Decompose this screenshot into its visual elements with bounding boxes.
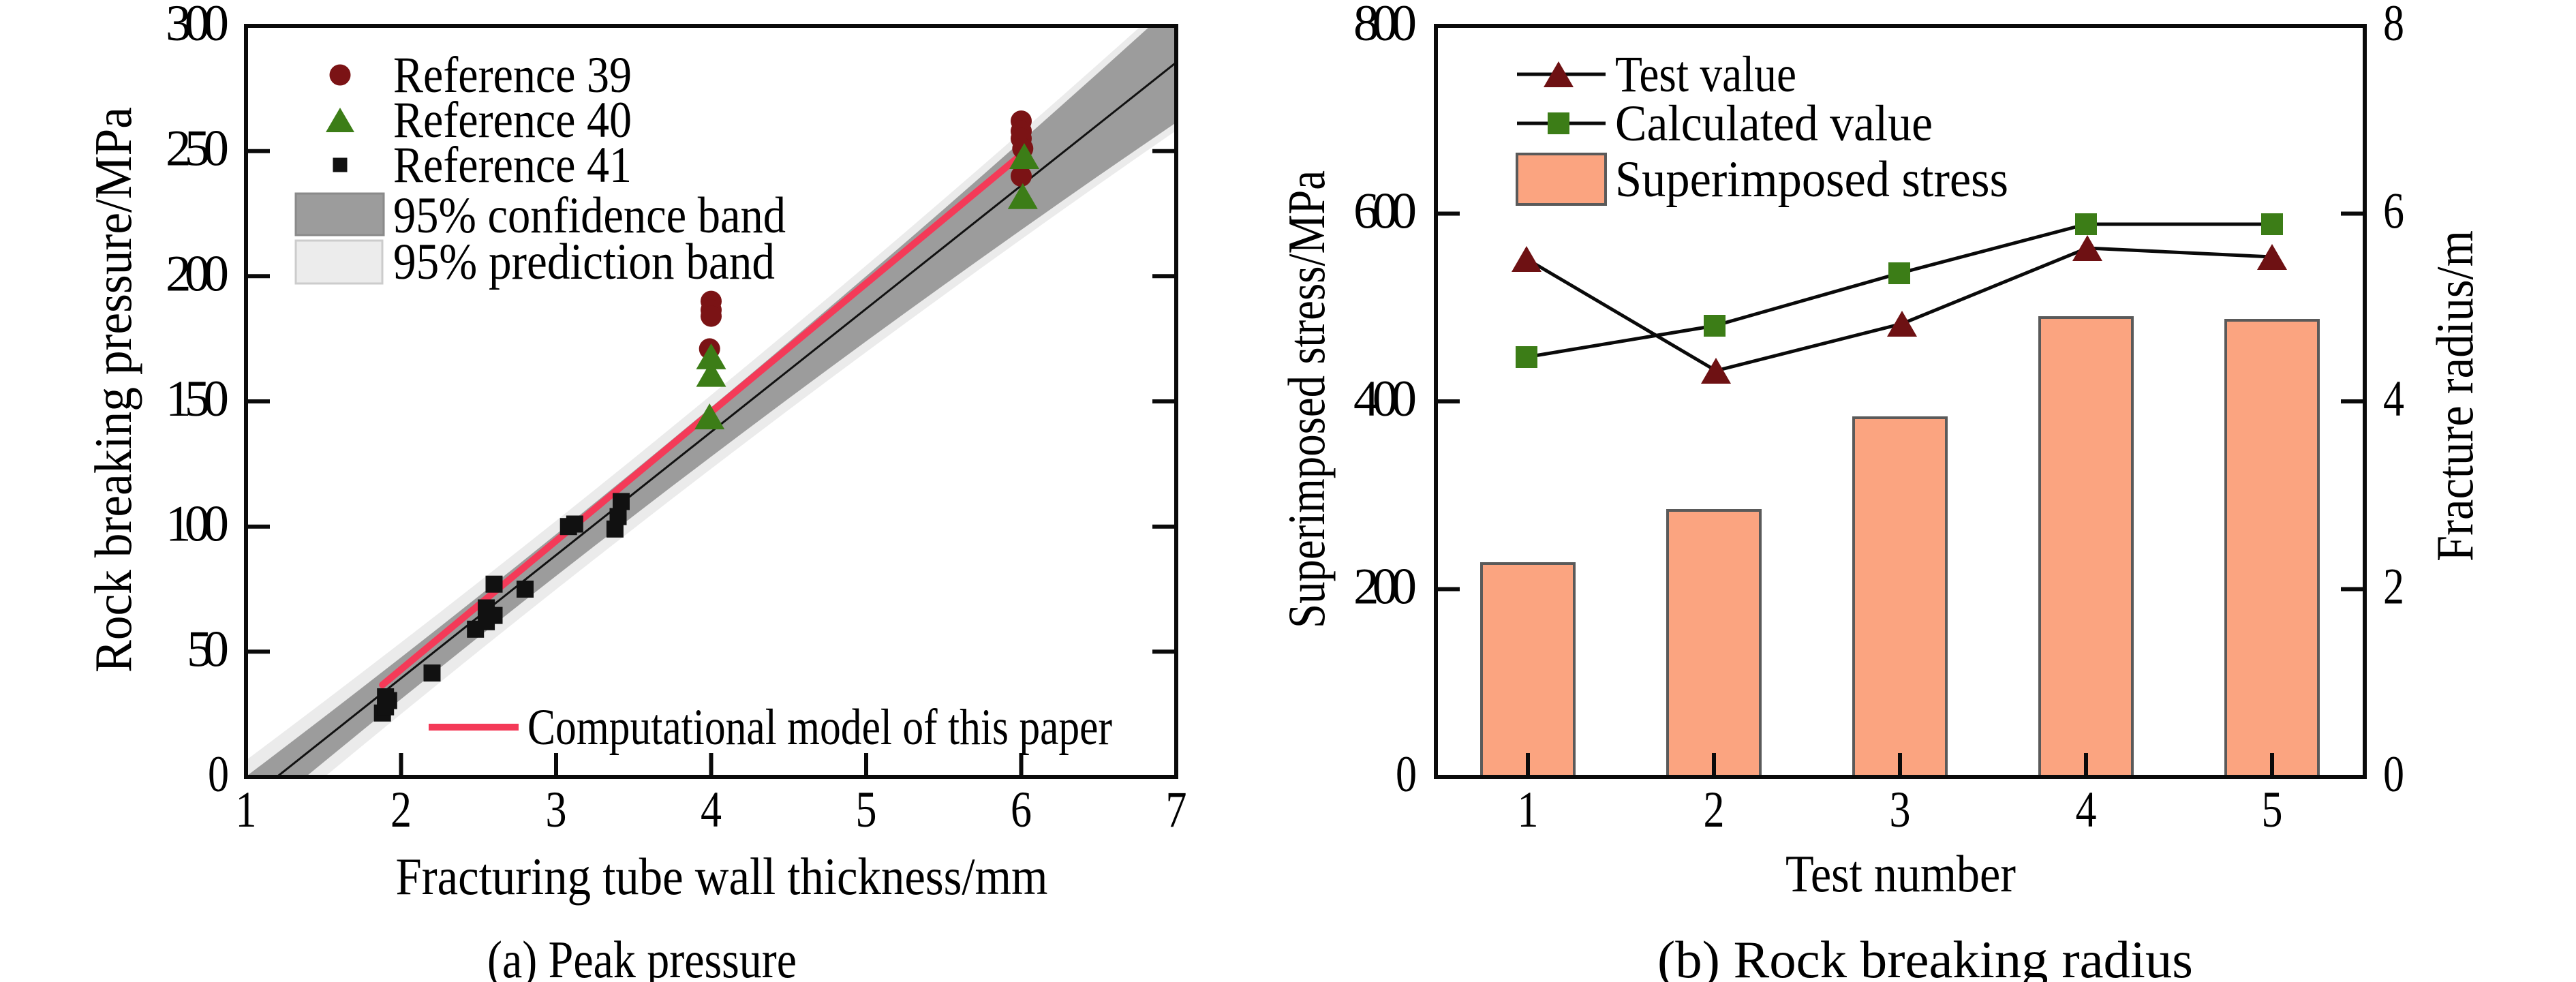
svg-text:150: 150 [166, 371, 229, 427]
svg-text:5: 5 [2262, 782, 2283, 838]
svg-text:3: 3 [1890, 782, 1911, 838]
svg-text:3: 3 [546, 782, 567, 838]
svg-text:Reference 41: Reference 41 [393, 137, 632, 194]
svg-text:600: 600 [1353, 183, 1417, 240]
svg-text:5: 5 [856, 782, 877, 838]
svg-text:1: 1 [236, 782, 257, 838]
svg-text:Superimposed stress: Superimposed stress [1615, 151, 2008, 208]
svg-text:50: 50 [187, 621, 229, 677]
svg-text:Fracture radius/m: Fracture radius/m [2425, 230, 2484, 562]
svg-text:(b) Rock breaking radius: (b) Rock breaking radius [1657, 930, 2193, 982]
svg-text:200: 200 [166, 245, 229, 302]
svg-text:6: 6 [2383, 183, 2404, 240]
svg-text:Test number: Test number [1785, 844, 2016, 903]
svg-text:(a) Peak pressure: (a) Peak pressure [487, 930, 797, 982]
svg-text:0: 0 [1396, 746, 1417, 803]
svg-text:Fracturing tube wall thickness: Fracturing tube wall thickness/mm [396, 847, 1048, 906]
svg-text:0: 0 [2383, 746, 2404, 803]
svg-text:Rock breaking pressure/MPa: Rock breaking pressure/MPa [84, 107, 142, 673]
svg-text:Computational model of this pa: Computational model of this paper [527, 699, 1112, 756]
svg-text:2: 2 [2383, 559, 2404, 615]
svg-text:2: 2 [1704, 782, 1725, 838]
svg-text:Reference 39: Reference 39 [393, 47, 632, 104]
svg-text:6: 6 [1011, 782, 1032, 838]
svg-text:1: 1 [1518, 782, 1539, 838]
svg-text:Test value: Test value [1615, 46, 1796, 103]
svg-text:Calculated value: Calculated value [1615, 95, 1933, 152]
svg-text:800: 800 [1353, 0, 1417, 52]
svg-text:0: 0 [208, 746, 229, 803]
svg-text:95% prediction band: 95% prediction band [393, 234, 775, 290]
svg-text:200: 200 [1353, 559, 1417, 615]
svg-text:300: 300 [166, 0, 229, 52]
svg-text:7: 7 [1166, 782, 1187, 838]
svg-text:100: 100 [166, 496, 229, 553]
svg-text:4: 4 [701, 782, 722, 838]
svg-text:4: 4 [2076, 782, 2097, 838]
svg-text:Superimposed stress/MPa: Superimposed stress/MPa [1277, 170, 1336, 628]
svg-text:Reference 40: Reference 40 [393, 92, 632, 149]
svg-text:250: 250 [166, 121, 229, 177]
svg-text:400: 400 [1353, 371, 1417, 427]
svg-text:8: 8 [2383, 0, 2404, 52]
svg-text:4: 4 [2383, 371, 2404, 427]
svg-text:2: 2 [390, 782, 412, 838]
svg-text:95% confidence band: 95% confidence band [393, 187, 786, 244]
